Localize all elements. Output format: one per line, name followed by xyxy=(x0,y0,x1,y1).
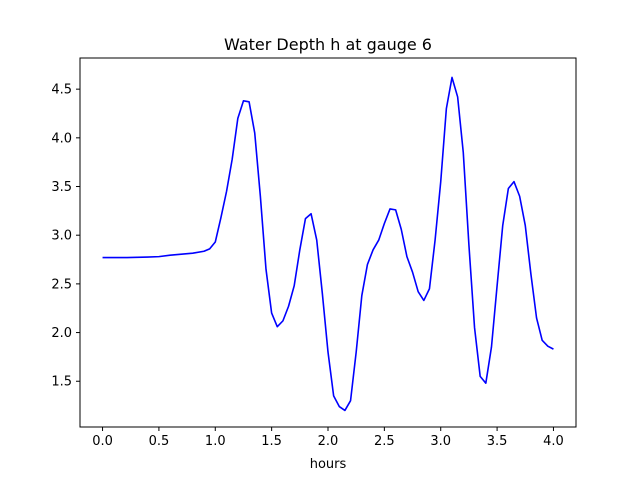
plot-area: 0.0 0.5 1.0 1.5 2.0 2.5 3.0 3.5 4.0 1.5 2.0 2.5 3.0 3… xyxy=(51,57,577,449)
y-tick-label-6: 4.5 xyxy=(51,83,72,98)
x-tick-label-4: 2.0 xyxy=(318,434,339,449)
x-tick-label-5: 2.5 xyxy=(374,434,395,449)
x-tick-label-2: 1.0 xyxy=(205,434,226,449)
y-tick-label-0: 1.5 xyxy=(51,375,72,390)
chart-title: Water Depth h at gauge 6 xyxy=(224,35,432,54)
x-tick-label-6: 3.0 xyxy=(430,434,451,449)
x-tick-label-1: 0.5 xyxy=(149,434,170,449)
x-tick-label-0: 0.0 xyxy=(92,434,113,449)
y-tick-label-1: 2.0 xyxy=(51,326,72,341)
series-line-0 xyxy=(102,76,554,412)
x-tick-label-7: 3.5 xyxy=(487,434,508,449)
y-tick-label-2: 2.5 xyxy=(51,277,72,292)
x-axis-label: hours xyxy=(310,457,347,472)
y-tick-label-5: 4.0 xyxy=(51,131,72,146)
x-tick-label-3: 1.5 xyxy=(261,434,282,449)
y-tick-label-3: 3.0 xyxy=(51,229,72,244)
x-tick-label-8: 4.0 xyxy=(543,434,564,449)
y-tick-label-4: 3.5 xyxy=(51,180,72,195)
